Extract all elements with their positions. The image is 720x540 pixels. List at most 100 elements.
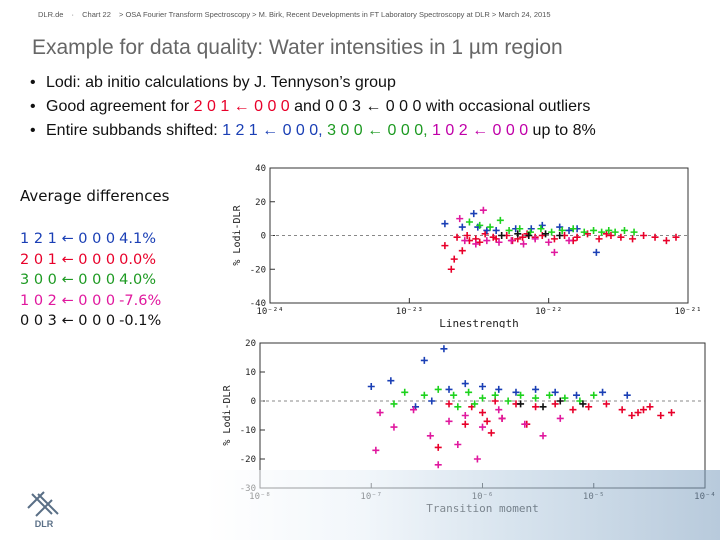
average-row-value: 4.0% bbox=[119, 272, 156, 288]
bullet-text-part: Lodi: ab initio calculations by J. Tenny… bbox=[46, 74, 396, 91]
data-point-red bbox=[441, 242, 449, 250]
data-point-magenta bbox=[376, 409, 384, 417]
data-point-blue bbox=[440, 345, 448, 353]
data-point-red bbox=[461, 420, 469, 428]
data-point-green bbox=[486, 223, 494, 231]
average-row-band: 1 0 2 ← 0 0 0 bbox=[20, 292, 116, 309]
data-point-magenta bbox=[520, 240, 528, 248]
data-point-green bbox=[450, 391, 458, 399]
data-point-green bbox=[558, 226, 566, 234]
average-row-band: 1 2 1 ← 0 0 0 bbox=[20, 231, 116, 247]
average-row: 2 0 1 ← 0 0 0 0.0% bbox=[20, 250, 161, 271]
data-point-green bbox=[420, 391, 428, 399]
x-axis-label: Linestrength bbox=[439, 317, 518, 328]
data-point-red bbox=[483, 417, 491, 425]
data-point-green bbox=[496, 216, 504, 224]
data-point-red bbox=[617, 233, 625, 241]
average-row-value: 0.0% bbox=[119, 251, 156, 268]
data-point-green bbox=[590, 226, 598, 234]
data-point-green bbox=[504, 397, 512, 405]
data-point-green bbox=[479, 394, 486, 402]
dlr-logo: DLR bbox=[22, 490, 70, 530]
data-point-blue bbox=[538, 221, 546, 229]
bullet-text-part: 1 0 2 ← 0 0 0 bbox=[432, 122, 529, 139]
y-tick-label: -20 bbox=[240, 455, 256, 465]
header-source: > OSA Fourier Transform Spectroscopy > M… bbox=[119, 10, 551, 19]
data-point-blue bbox=[367, 383, 375, 390]
data-point-red bbox=[602, 400, 610, 408]
data-point-magenta bbox=[495, 406, 503, 414]
y-tick-label: 0 bbox=[251, 397, 256, 407]
y-tick-label: -10 bbox=[240, 426, 256, 436]
average-differences-list: 1 2 1 ← 0 0 0 4.1% 2 0 1 ← 0 0 0 0.0% 3 0 0 … bbox=[20, 229, 161, 332]
data-point-magenta bbox=[473, 455, 481, 463]
data-point-magenta bbox=[454, 441, 462, 448]
data-point-magenta bbox=[461, 412, 469, 419]
data-point-black bbox=[556, 397, 564, 405]
data-point-magenta bbox=[495, 238, 503, 246]
data-point-blue bbox=[573, 391, 581, 399]
data-point-red bbox=[646, 403, 654, 411]
slide-header: DLR.de · Chart 22 > OSA Fourier Transfor… bbox=[38, 10, 557, 19]
data-point-red bbox=[479, 409, 486, 417]
data-point-magenta bbox=[498, 414, 506, 422]
data-point-red bbox=[639, 406, 647, 414]
data-point-magenta bbox=[390, 423, 398, 431]
data-point-red bbox=[453, 233, 461, 241]
data-point-magenta bbox=[434, 461, 442, 469]
bullet-item-agreement: Good agreement for 2 0 1 ← 0 0 0 and 0 0… bbox=[30, 96, 690, 117]
data-point-red bbox=[640, 232, 648, 239]
data-point-black bbox=[498, 232, 506, 239]
data-point-magenta bbox=[445, 417, 453, 425]
data-point-blue bbox=[592, 248, 600, 256]
data-point-green bbox=[390, 400, 398, 408]
data-point-green bbox=[401, 388, 409, 396]
data-point-magenta bbox=[539, 432, 547, 440]
header-org: DLR.de bbox=[38, 10, 64, 19]
data-point-green bbox=[611, 228, 619, 236]
data-point-green bbox=[465, 218, 473, 226]
data-point-magenta bbox=[507, 237, 515, 245]
data-point-red bbox=[458, 247, 466, 255]
data-point-blue bbox=[527, 225, 535, 233]
data-point-green bbox=[598, 228, 606, 236]
data-point-red bbox=[651, 233, 659, 241]
data-point-magenta bbox=[565, 237, 573, 245]
average-row-band: 0 0 3 ← 0 0 0 bbox=[20, 313, 116, 329]
data-point-blue bbox=[565, 226, 573, 234]
data-point-blue bbox=[461, 380, 469, 388]
y-tick-label: 0 bbox=[261, 232, 266, 242]
data-point-red bbox=[434, 443, 442, 451]
data-point-green bbox=[605, 226, 613, 234]
data-point-blue bbox=[420, 356, 428, 364]
data-point-green bbox=[434, 385, 442, 393]
average-row-value: 4.1% bbox=[119, 231, 156, 247]
average-row-value: -7.6% bbox=[119, 292, 162, 309]
header-separator: · bbox=[71, 10, 75, 19]
data-point-black bbox=[517, 400, 525, 408]
x-tick-label: 10⁻²² bbox=[535, 307, 562, 317]
data-point-green bbox=[532, 394, 540, 402]
y-tick-label: 20 bbox=[255, 198, 266, 208]
data-point-magenta bbox=[521, 420, 529, 428]
data-point-red bbox=[629, 235, 637, 243]
data-point-green bbox=[580, 228, 588, 236]
linestrength-scatter-svg: -40 -20 0 20 40 10⁻²⁴ 10⁻²³ 10⁻²² 10⁻²¹ Linestren… bbox=[232, 164, 700, 328]
data-point-black bbox=[525, 232, 533, 239]
data-point-blue bbox=[551, 388, 559, 396]
data-point-blue bbox=[623, 391, 631, 399]
data-point-red bbox=[657, 412, 665, 419]
data-point-red bbox=[463, 232, 471, 239]
bullet-text-part: Good agreement for bbox=[46, 98, 194, 115]
bullet-text-part: and 0 0 3 ← 0 0 0 with occasional outlie… bbox=[289, 98, 591, 115]
x-tick-label: 10⁻²¹ bbox=[674, 307, 700, 317]
data-point-red bbox=[628, 412, 636, 419]
y-axis-label: % Lodi-DLR bbox=[222, 384, 233, 445]
bullet-text-part: 2 0 1 ← 0 0 0 bbox=[193, 98, 290, 115]
data-point-green bbox=[505, 226, 513, 234]
data-point-magenta bbox=[545, 238, 553, 246]
average-row-band: 3 0 0 ← 0 0 0 bbox=[20, 272, 116, 288]
data-point-red bbox=[662, 237, 670, 245]
data-point-green bbox=[465, 388, 473, 396]
bullet-text-part: 3 0 0 ← 0 0 0, bbox=[327, 122, 428, 139]
